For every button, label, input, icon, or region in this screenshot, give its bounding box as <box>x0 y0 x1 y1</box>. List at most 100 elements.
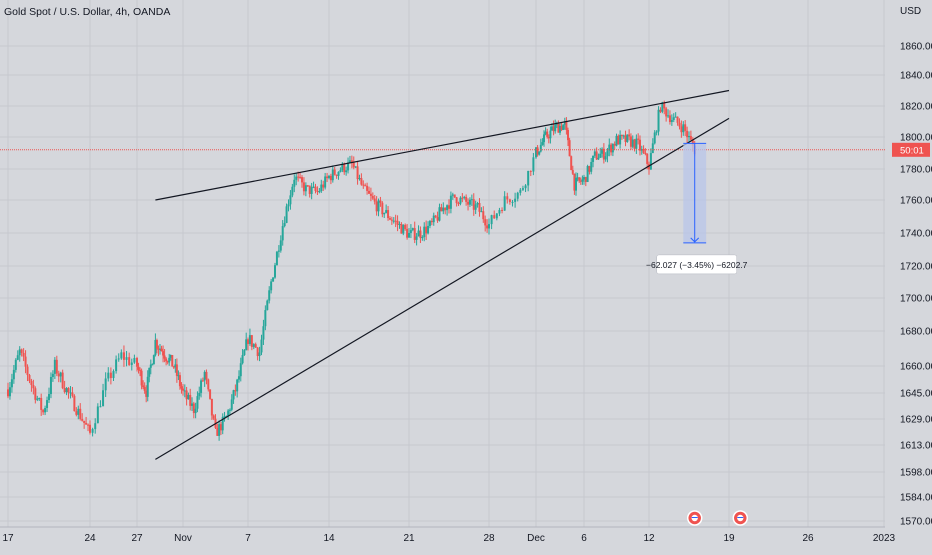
candle <box>444 207 447 211</box>
candle <box>63 388 66 393</box>
candle <box>610 144 613 153</box>
candle <box>495 213 498 219</box>
price-axis-label: 1740.000 <box>900 229 932 240</box>
candle <box>417 230 420 237</box>
candle <box>130 362 133 365</box>
candle <box>562 124 565 130</box>
candle <box>398 223 401 225</box>
candle <box>51 373 54 377</box>
candle <box>560 125 563 130</box>
candle <box>592 155 595 162</box>
candle <box>449 195 452 209</box>
candle <box>508 199 511 203</box>
candle <box>209 389 212 399</box>
candle <box>18 349 21 356</box>
candle <box>304 185 307 192</box>
time-axis-label: 24 <box>84 533 96 544</box>
candle <box>628 134 631 137</box>
candle <box>343 163 346 173</box>
candle <box>536 147 539 155</box>
candle <box>538 151 541 155</box>
candle <box>568 140 571 157</box>
candle <box>174 364 177 368</box>
candle <box>661 102 664 112</box>
candle <box>230 399 233 410</box>
candle <box>102 390 105 407</box>
candle <box>490 215 493 225</box>
candle <box>668 115 671 123</box>
candle <box>635 138 638 149</box>
grid-lines <box>0 0 885 527</box>
candle <box>546 131 549 137</box>
candle <box>104 378 107 391</box>
candle <box>484 219 487 226</box>
candle <box>455 197 458 204</box>
candle <box>322 184 325 188</box>
candle <box>649 153 652 170</box>
candle <box>232 390 235 400</box>
trendline-lower[interactable] <box>155 117 730 460</box>
candle <box>53 359 56 374</box>
measure-arrow-head <box>690 237 700 243</box>
candle <box>633 139 636 149</box>
trendlines[interactable] <box>155 89 730 460</box>
symbol-title[interactable]: Gold Spot / U.S. Dollar, 4h, OANDA <box>4 6 171 18</box>
candle <box>117 358 120 360</box>
candle <box>57 373 60 377</box>
candle <box>329 175 332 181</box>
candle <box>584 177 587 182</box>
candle <box>408 233 410 238</box>
price-axis-label: 1820.000 <box>900 102 932 113</box>
candle <box>182 388 184 391</box>
candle <box>109 372 112 379</box>
candle <box>493 215 496 219</box>
candle <box>638 139 641 151</box>
candle <box>107 372 110 379</box>
candle <box>169 355 172 358</box>
price-tag[interactable] <box>892 142 930 157</box>
candle <box>236 379 239 392</box>
candle <box>335 174 338 176</box>
candle <box>115 359 118 372</box>
candle <box>166 361 169 363</box>
candle <box>125 357 128 360</box>
price-axis-label: 1780.000 <box>900 165 932 176</box>
event-badge-stripe <box>737 517 744 518</box>
candle <box>85 422 88 425</box>
candle <box>262 326 265 340</box>
economic-events[interactable] <box>686 510 749 526</box>
candle <box>210 398 213 416</box>
candle <box>28 375 31 382</box>
measure-tool[interactable]: −62.027 (−3.45%) −6202.7 <box>646 142 748 275</box>
trendline-upper[interactable] <box>155 89 730 201</box>
candle <box>155 340 158 349</box>
candle <box>293 179 296 187</box>
time-axis[interactable]: 17 24 27 Nov 7 14 21 28 Dec 6 12 19 26 2023 <box>0 526 896 544</box>
candle <box>299 176 302 178</box>
candle <box>12 369 15 380</box>
candle <box>392 220 395 222</box>
price-axis-label: 1680.000 <box>900 327 932 338</box>
candle <box>468 199 471 205</box>
candle <box>154 340 157 356</box>
candle <box>59 372 62 377</box>
candle <box>428 220 431 226</box>
candle <box>637 138 640 140</box>
candle <box>676 116 679 123</box>
candle <box>371 195 374 199</box>
candle <box>146 376 149 397</box>
candle <box>552 126 555 132</box>
time-axis-label: Nov <box>174 533 192 544</box>
candle <box>36 398 39 400</box>
candle <box>287 204 290 207</box>
candle <box>42 409 45 413</box>
candle <box>383 212 386 215</box>
price-axis[interactable]: 1860.000 1840.000 1820.000 1800.000 1780.000… <box>892 6 932 528</box>
candle <box>32 385 35 389</box>
candle <box>112 371 115 379</box>
candle <box>519 189 522 193</box>
candle <box>7 389 9 397</box>
candle <box>212 415 215 419</box>
